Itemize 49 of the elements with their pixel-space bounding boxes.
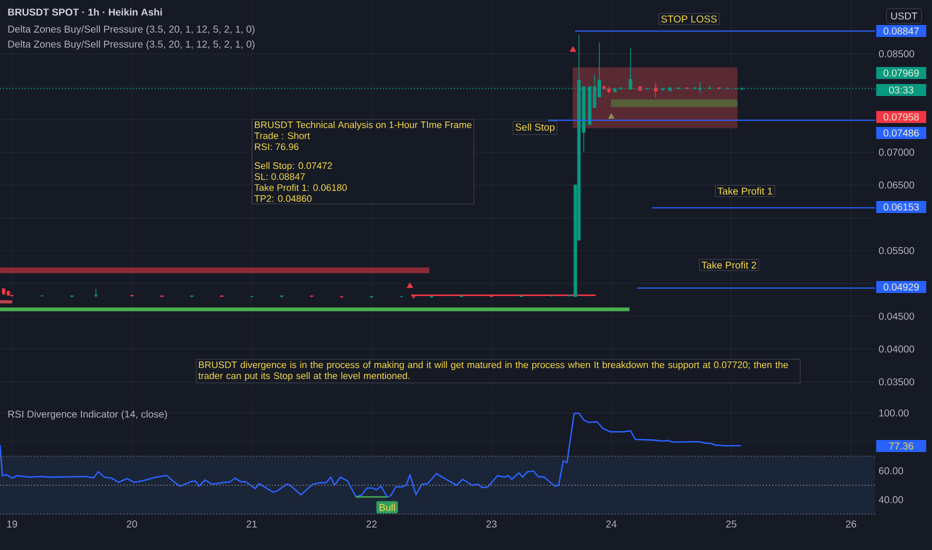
annotation: Delta Zones Buy/Sell Pressure (3.5, 20, 1, 12, 5, 2, 1, 0) <box>8 25 254 35</box>
text: BRUSDT SPOT · 1h · Heikin Ashi <box>8 8 162 16</box>
y-tick-label: 0.03500 <box>878 378 914 386</box>
point <box>608 113 615 119</box>
annotation: BRUSDT divergence is in the process of making and it will get matured in the process when It breakdown the support at 0.07720; then the trader can put its Stop sell at the level mentioned. <box>198 361 788 381</box>
text: 77.36 <box>889 442 914 450</box>
ref-line-label: Sell Stop <box>516 123 555 133</box>
ref-line-label: Take Profit 1 <box>718 187 772 195</box>
annotation: Bull <box>380 504 395 511</box>
y-tick-label: 100.00 <box>879 409 909 417</box>
annotation: SL: 0.08847 <box>254 173 305 180</box>
annotation: Take Profit 1: 0.06180 <box>254 184 347 191</box>
x-tick-label: 23 <box>486 520 497 528</box>
candlestick <box>94 288 98 298</box>
annotation: Delta Zones Buy/Sell Pressure (3.5, 20, 1, 12, 5, 2, 1, 0) <box>8 40 254 50</box>
text: RSI Divergence Indicator (14, close) <box>8 410 167 420</box>
candlestick <box>654 82 658 98</box>
annotation: Trade : Short <box>254 132 310 140</box>
x-tick-label: 26 <box>846 520 856 528</box>
point <box>406 282 414 288</box>
annotation: Sell Stop: 0.07472 <box>254 162 332 171</box>
x-tick-label: 20 <box>126 520 138 528</box>
y-axis-title: USDT <box>891 12 918 20</box>
x-tick-label: 24 <box>606 520 617 528</box>
y-tick-label: 0.07000 <box>878 148 914 156</box>
text: 0.08847 <box>884 27 919 35</box>
y-tick-label: 0.08500 <box>878 50 914 58</box>
y-tick-label: 0.06500 <box>878 181 914 189</box>
text: 0.06153 <box>884 203 919 211</box>
annotation: TP2: 0.04860 <box>254 195 312 202</box>
text: 0.07958 <box>884 113 919 121</box>
ref-line-label: STOP LOSS <box>661 15 717 23</box>
text: 0.07969 <box>884 69 919 77</box>
x-tick-label: 19 <box>7 520 18 528</box>
y-tick-label: 40.00 <box>878 496 904 504</box>
text: 0.04929 <box>884 283 919 291</box>
annotation: RSI: 76.96 <box>254 143 298 150</box>
y-tick-label: 0.04000 <box>878 346 914 353</box>
x-tick-label: 21 <box>246 520 257 528</box>
y-tick-label: 60.00 <box>879 467 904 474</box>
text: 03:33 <box>889 86 914 94</box>
x-tick-label: 25 <box>726 520 736 528</box>
y-tick-label: 0.05500 <box>878 247 914 254</box>
x-tick-label: 22 <box>366 520 377 528</box>
text: 0.07486 <box>884 129 919 137</box>
y-tick-label: 0.04500 <box>878 312 914 320</box>
ref-line-label: Take Profit 2 <box>702 261 756 269</box>
point <box>570 46 576 52</box>
annotation: BRUSDT Technical Analysis on 1-Hour TIme Frame <box>254 121 472 130</box>
